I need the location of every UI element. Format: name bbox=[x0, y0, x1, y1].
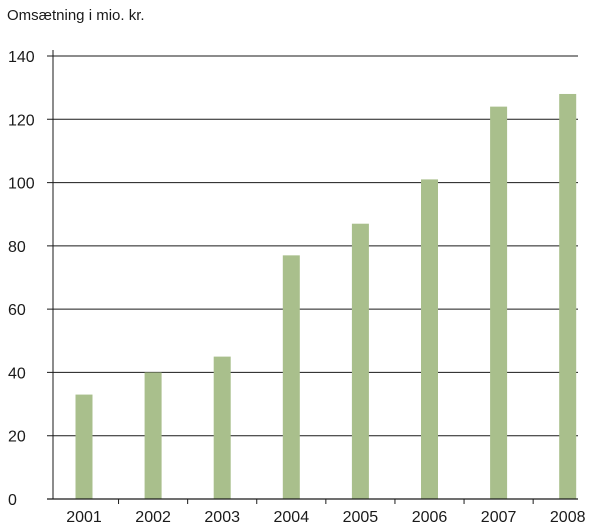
bar-2001 bbox=[75, 394, 93, 499]
x-tick-label: 2005 bbox=[343, 509, 379, 526]
x-tick-label: 2002 bbox=[135, 509, 171, 526]
bar-2002 bbox=[144, 372, 162, 499]
x-tick-label: 2003 bbox=[204, 509, 240, 526]
y-tick-label: 60 bbox=[8, 302, 26, 319]
bar-2004 bbox=[282, 255, 300, 499]
x-tick-label: 2007 bbox=[481, 509, 517, 526]
y-tick-label: 20 bbox=[8, 429, 26, 446]
x-tick-label: 2006 bbox=[412, 509, 448, 526]
bar-2006 bbox=[421, 179, 438, 499]
y-tick-label: 40 bbox=[8, 365, 26, 382]
axes bbox=[47, 50, 578, 504]
bar-2003 bbox=[213, 356, 231, 499]
bar-2007 bbox=[490, 106, 508, 499]
bar-2005 bbox=[351, 223, 369, 499]
y-tick-label: 140 bbox=[8, 49, 35, 66]
chart-title: Omsætning i mio. kr. bbox=[7, 7, 145, 24]
x-tick-label: 2001 bbox=[66, 509, 102, 526]
y-tick-label: 80 bbox=[8, 239, 26, 256]
y-tick-label: 0 bbox=[8, 492, 17, 509]
tick-labels: 0 20 40 60 80 100 120 140 2001 2002 2003 2004 2005 20… bbox=[8, 49, 586, 526]
y-tick-label: 120 bbox=[8, 112, 35, 129]
x-tick-label: 2004 bbox=[274, 509, 310, 526]
bars bbox=[75, 93, 577, 499]
bar-2008 bbox=[559, 93, 577, 499]
gridlines bbox=[47, 55, 578, 437]
x-tick-label: 2008 bbox=[550, 509, 586, 526]
y-tick-label: 100 bbox=[8, 176, 35, 193]
